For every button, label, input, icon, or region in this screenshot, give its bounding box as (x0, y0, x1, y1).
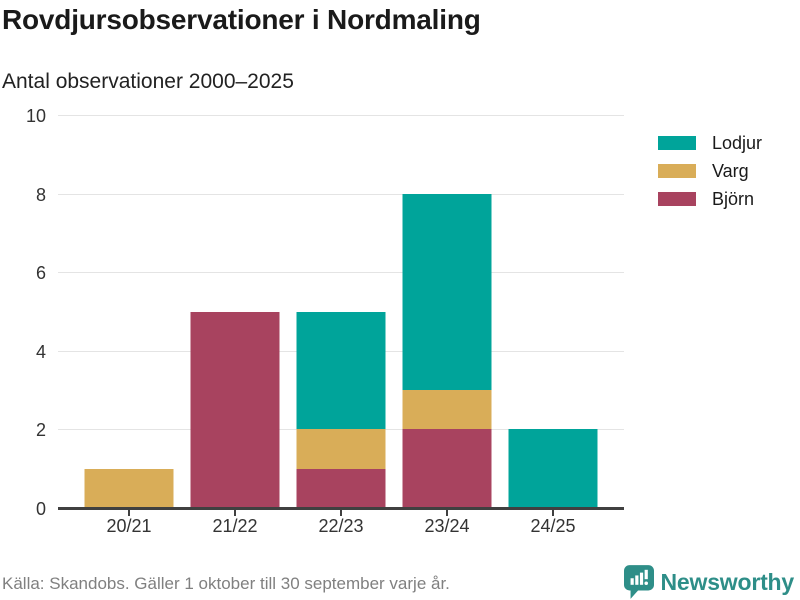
x-tick-label: 21/22 (212, 516, 258, 536)
legend-item-lodjur: Lodjur (658, 133, 762, 153)
y-tick-label: 4 (35, 341, 46, 362)
legend-swatch (658, 164, 696, 178)
bar-segment-lodjur (508, 429, 598, 508)
gridline-y8 (58, 193, 624, 195)
x-tick-label: 24/25 (530, 516, 576, 536)
bar-segment-varg (84, 468, 174, 508)
x-tick (340, 510, 342, 516)
x-tick-label: 23/24 (424, 516, 470, 536)
y-tick-label: 6 (35, 263, 46, 284)
bar-segment-björn (402, 429, 492, 508)
legend-label: Björn (712, 188, 755, 209)
x-axis-line (58, 507, 624, 510)
chart-title: Rovdjursobservationer i Nordmaling (2, 4, 481, 35)
newsworthy-icon (623, 565, 654, 599)
x-tick (446, 510, 448, 516)
chart-subtitle: Antal observationer 2000–2025 (2, 70, 294, 93)
gridline-y6 (58, 272, 624, 274)
bar-segment-lodjur (402, 193, 492, 391)
x-tick-label: 22/23 (318, 516, 364, 536)
legend: Lodjur Varg Björn (658, 133, 762, 217)
bar-segment-lodjur (296, 311, 386, 430)
bar-24-25 (500, 115, 606, 516)
y-tick-label: 2 (35, 420, 46, 441)
x-tick (128, 510, 130, 516)
x-tick-label: 20/21 (106, 516, 152, 536)
plot-area: 0 2 4 6 8 10 20/21 21/22 22/23 23/24 24/25 (26, 107, 624, 536)
legend-item-björn: Björn (658, 189, 762, 209)
bar-21-22 (182, 115, 288, 516)
bar-segment-björn (296, 468, 386, 508)
bar-23-24 (394, 115, 500, 516)
newsworthy-wordmark: Newsworthy (660, 568, 795, 595)
legend-label: Varg (712, 160, 749, 181)
bar-20-21 (76, 115, 182, 516)
x-tick (234, 510, 236, 516)
legend-swatch (658, 192, 696, 206)
source-note: Källa: Skandobs. Gäller 1 oktober till 3… (2, 574, 450, 593)
x-tick (552, 510, 554, 516)
bar-segment-varg (402, 390, 492, 430)
newsworthy-logo: Newsworthy (623, 565, 795, 599)
y-tick-label: 0 (35, 499, 46, 519)
legend-swatch (658, 136, 696, 150)
legend-label: Lodjur (712, 132, 763, 153)
legend-item-varg: Varg (658, 161, 762, 181)
bar-segment-varg (296, 429, 386, 469)
gridline-y10 (58, 115, 624, 116)
y-tick-label: 8 (35, 184, 46, 205)
bar-22-23 (288, 115, 394, 516)
bar-segment-björn (190, 311, 280, 508)
y-tick-label: 10 (25, 106, 46, 126)
